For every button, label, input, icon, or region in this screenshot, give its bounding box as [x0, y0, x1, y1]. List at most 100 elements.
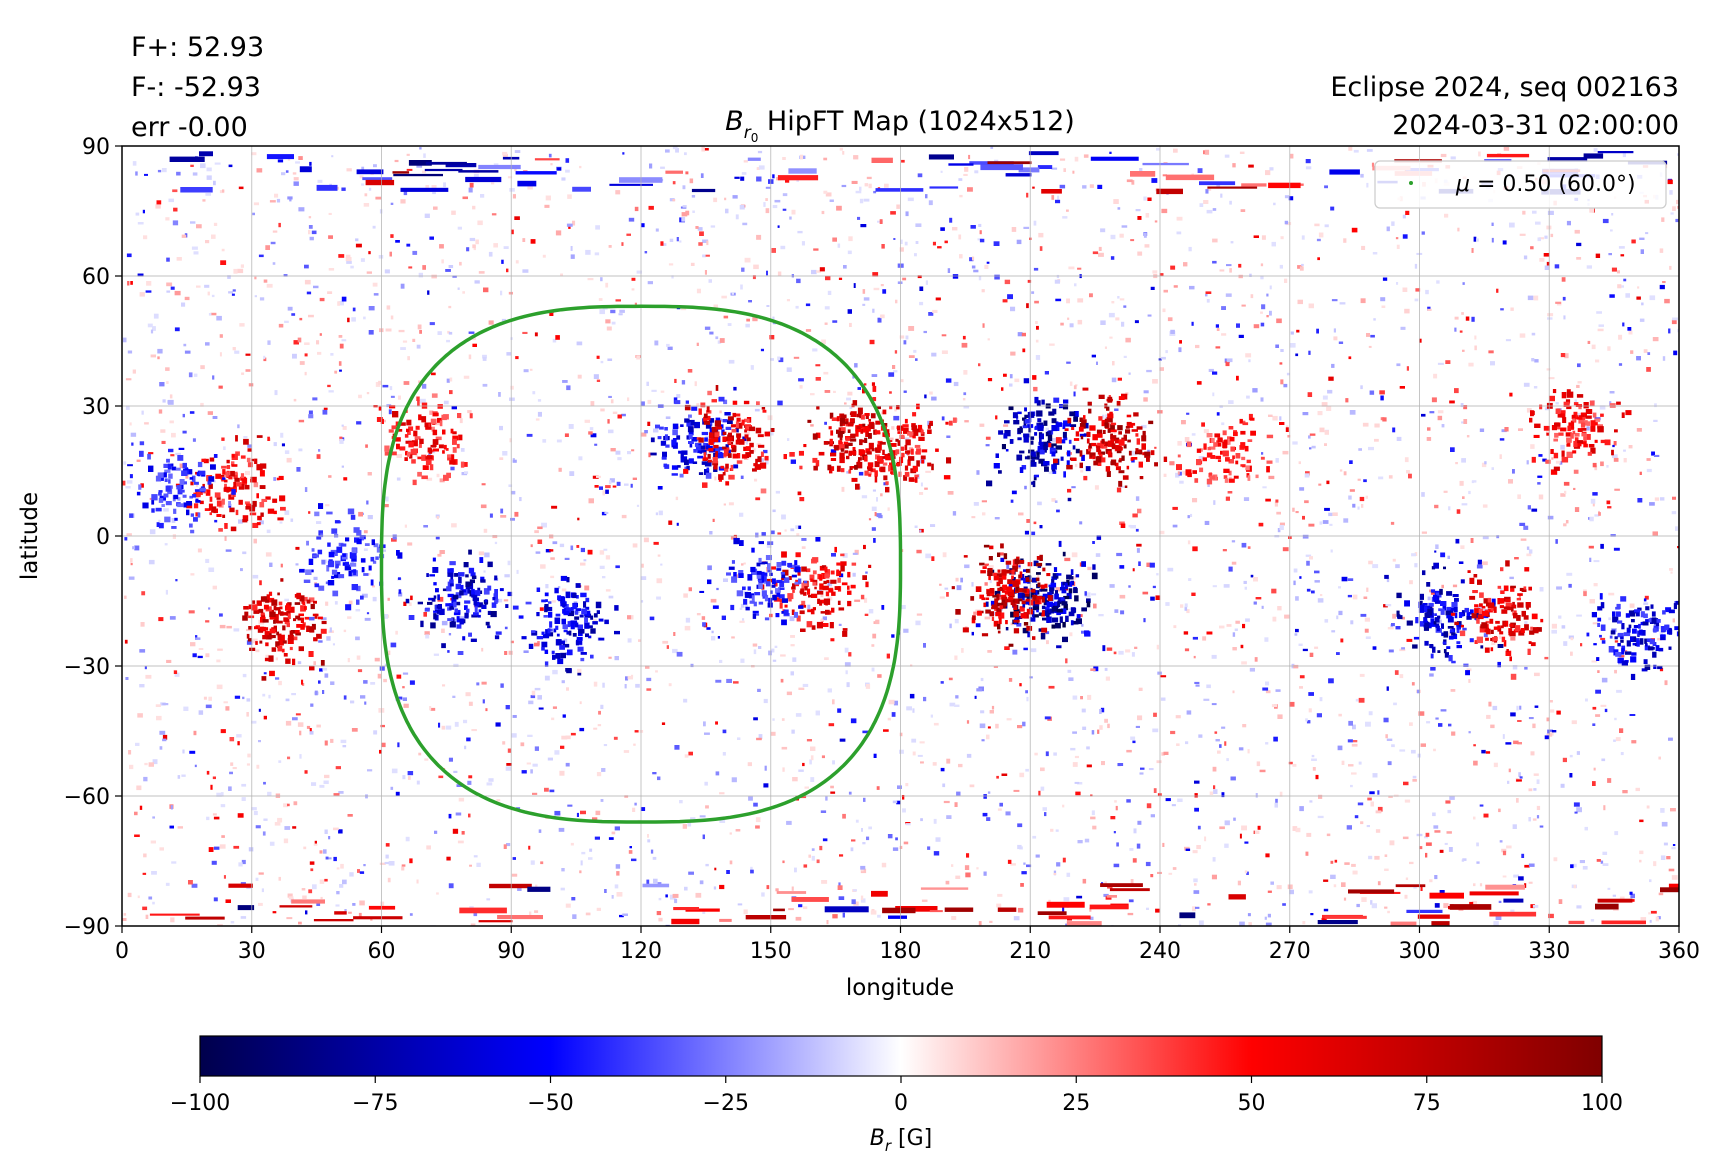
field-speckle: [279, 521, 283, 524]
field-speckle: [398, 577, 401, 580]
field-speckle: [1023, 862, 1026, 865]
polar-field-band: [997, 907, 1017, 912]
field-speckle: [799, 497, 805, 502]
active-region-dot: [1042, 567, 1046, 572]
field-speckle: [1232, 632, 1236, 637]
field-speckle: [373, 730, 378, 735]
field-speckle: [1324, 619, 1329, 623]
field-speckle: [515, 260, 519, 264]
polar-field-band: [747, 157, 761, 161]
field-speckle: [763, 698, 768, 704]
field-speckle: [947, 268, 951, 273]
active-region-dot: [1034, 474, 1039, 478]
field-speckle: [1083, 154, 1089, 158]
field-speckle: [1154, 220, 1158, 223]
field-speckle: [1613, 739, 1616, 742]
active-region-dot: [1069, 576, 1074, 580]
field-speckle: [265, 654, 270, 659]
active-region-dot: [1018, 560, 1025, 564]
active-region-dot: [1073, 411, 1079, 418]
field-speckle: [657, 776, 661, 781]
field-speckle: [761, 892, 765, 897]
field-speckle: [951, 864, 954, 867]
field-speckle: [1481, 462, 1487, 468]
active-region-dot: [487, 585, 492, 591]
field-speckle: [495, 722, 501, 727]
field-speckle: [216, 315, 222, 321]
active-region-dot: [1118, 459, 1122, 463]
field-speckle: [195, 637, 201, 640]
polar-field-band: [948, 163, 974, 166]
field-speckle: [228, 786, 232, 791]
field-speckle: [200, 163, 206, 169]
field-speckle: [1573, 487, 1576, 490]
field-speckle: [919, 286, 924, 291]
field-speckle: [1601, 677, 1608, 683]
field-speckle: [1196, 845, 1201, 850]
active-region-dot: [1126, 414, 1132, 418]
field-speckle: [892, 365, 896, 369]
field-speckle: [385, 854, 389, 859]
field-speckle: [1473, 816, 1476, 820]
field-speckle: [1118, 650, 1124, 655]
field-speckle: [1592, 492, 1598, 496]
field-speckle: [861, 495, 868, 499]
field-speckle: [1288, 761, 1293, 765]
field-speckle: [610, 448, 616, 452]
field-speckle: [1671, 846, 1676, 850]
field-speckle: [1452, 584, 1458, 588]
field-speckle: [1228, 400, 1234, 404]
active-region-dot: [277, 517, 284, 521]
field-speckle: [263, 672, 267, 675]
field-speckle: [710, 598, 717, 603]
field-speckle: [283, 803, 288, 808]
field-speckle: [932, 762, 937, 766]
active-region-dot: [1011, 490, 1017, 495]
field-speckle: [863, 544, 866, 550]
field-speckle: [754, 408, 760, 412]
field-speckle: [292, 172, 297, 175]
field-speckle: [140, 622, 145, 627]
active-region-dot: [997, 602, 1004, 607]
active-region-dot: [1144, 451, 1151, 458]
field-speckle: [1191, 433, 1196, 436]
field-speckle: [1468, 731, 1471, 734]
field-speckle: [237, 268, 244, 274]
field-speckle: [618, 313, 623, 316]
field-speckle: [730, 536, 737, 540]
field-speckle: [971, 582, 974, 587]
field-speckle: [1232, 647, 1237, 651]
field-speckle: [912, 751, 916, 756]
field-speckle: [325, 504, 330, 507]
field-speckle: [287, 196, 293, 200]
field-speckle: [287, 756, 291, 760]
polar-field-band: [944, 907, 974, 912]
field-speckle: [1159, 367, 1164, 371]
field-speckle: [904, 437, 910, 440]
field-speckle: [207, 291, 210, 296]
field-speckle: [1573, 469, 1579, 474]
field-speckle: [501, 318, 507, 322]
active-region-dot: [1014, 598, 1019, 604]
active-region-dot: [278, 475, 284, 480]
field-speckle: [566, 385, 571, 391]
field-speckle: [157, 356, 160, 360]
field-speckle: [240, 916, 247, 919]
field-speckle: [1637, 286, 1640, 289]
active-region-dot: [1062, 636, 1068, 643]
active-region-dot: [1062, 422, 1066, 430]
active-region-dot: [158, 492, 162, 496]
field-speckle: [801, 241, 805, 246]
field-speckle: [744, 257, 751, 263]
field-speckle: [341, 296, 347, 302]
field-speckle: [647, 834, 649, 838]
field-speckle: [894, 350, 898, 354]
field-speckle: [1461, 859, 1465, 862]
field-speckle: [274, 822, 281, 826]
field-speckle: [367, 769, 373, 772]
field-speckle: [555, 335, 560, 340]
field-speckle: [1230, 241, 1234, 244]
field-speckle: [480, 504, 487, 509]
field-speckle: [975, 623, 981, 628]
field-speckle: [985, 444, 990, 447]
